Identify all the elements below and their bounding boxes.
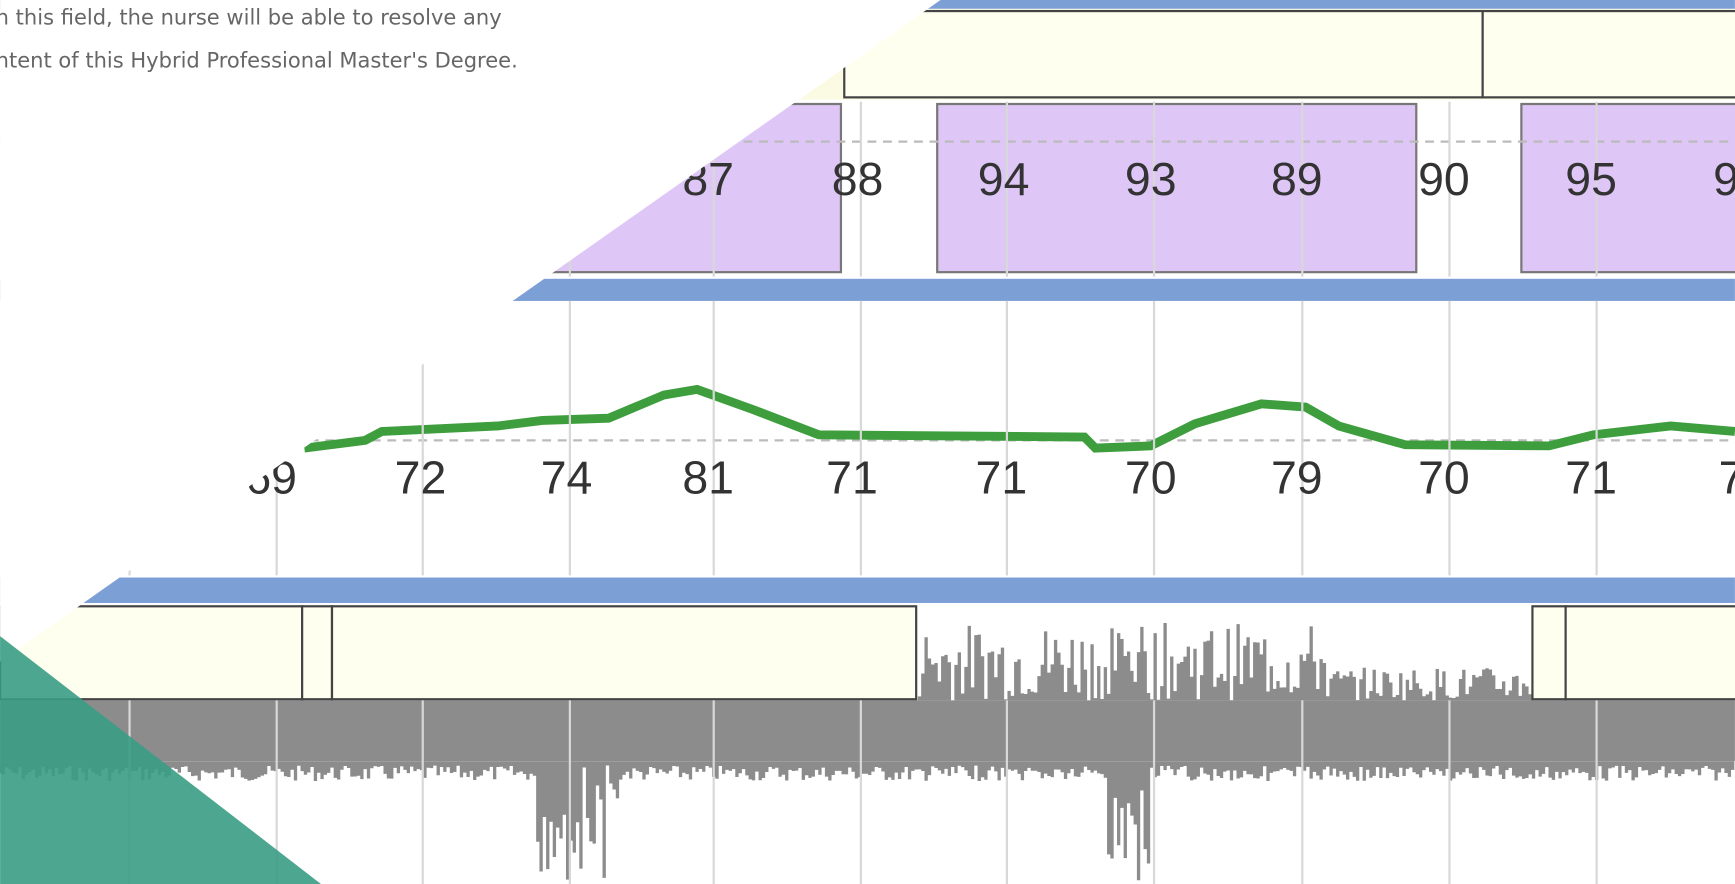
diagonal-mask	[0, 0, 941, 662]
heart-rate-label: 71	[826, 452, 878, 504]
heart-rate-label: 72	[395, 452, 447, 504]
intro-line: n this field, the nurse will be able to …	[0, 4, 502, 29]
spo2-label: 94	[978, 153, 1030, 205]
separator	[0, 577, 1735, 603]
event-box	[301, 605, 334, 701]
intro-line: ntent of this Hybrid Professional Master…	[0, 47, 518, 72]
spo2-label: 95	[1565, 153, 1617, 205]
heart-rate-label: 79	[1271, 452, 1323, 504]
heart-rate-label: 7	[1719, 452, 1735, 504]
waveform-body	[0, 700, 1735, 762]
event-box	[1481, 9, 1735, 99]
event-box	[843, 9, 1484, 99]
spo2-label: 89	[1271, 153, 1323, 205]
event-box	[330, 605, 918, 701]
heart-rate-label: 81	[682, 452, 734, 504]
heart-rate-label: 71	[976, 452, 1028, 504]
heart-rate-label: 71	[1565, 452, 1617, 504]
spo2-label: 90	[1418, 153, 1470, 205]
spo2-label: 9	[1713, 153, 1735, 205]
heart-rate-label: 70	[1418, 452, 1470, 504]
waveform-trace	[0, 623, 1735, 881]
labels: 878894938990959697274817171707970717	[245, 153, 1735, 504]
heart-rate-label: 70	[1125, 452, 1177, 504]
event-box	[1531, 605, 1567, 701]
heart-rate-label: 74	[541, 452, 593, 504]
spo2-label: 93	[1125, 153, 1177, 205]
desaturation-region	[1520, 102, 1735, 274]
audio-waveform	[0, 623, 1735, 881]
heart-rate-trace	[303, 384, 1735, 453]
event-box	[1564, 605, 1735, 701]
spo2-label: 88	[832, 153, 884, 205]
desaturation-region	[936, 102, 1418, 274]
